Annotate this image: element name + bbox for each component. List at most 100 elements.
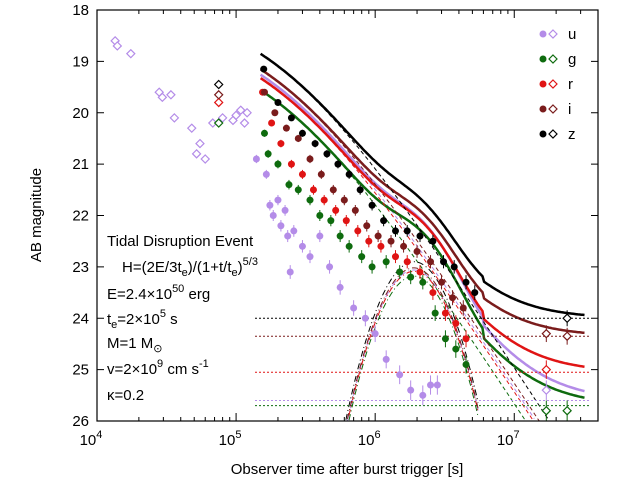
point-u bbox=[350, 304, 358, 312]
annotation-te: te=2×105 s bbox=[107, 308, 178, 331]
point-u bbox=[284, 232, 292, 240]
point-u bbox=[290, 227, 298, 235]
point-g bbox=[316, 212, 324, 219]
point-u bbox=[235, 105, 246, 116]
point-u bbox=[157, 92, 168, 103]
legend-dot-i bbox=[539, 105, 547, 113]
point-u bbox=[407, 386, 415, 394]
point-u bbox=[274, 196, 282, 204]
legend-label-z: z bbox=[568, 126, 576, 143]
point-r bbox=[391, 253, 399, 261]
point-i bbox=[317, 170, 325, 178]
point-i bbox=[413, 247, 421, 255]
point-u bbox=[541, 385, 552, 396]
point-u bbox=[361, 314, 369, 322]
point-g bbox=[358, 253, 366, 261]
point-g bbox=[294, 186, 302, 194]
point-r bbox=[268, 119, 276, 127]
point-r bbox=[309, 186, 317, 194]
point-g bbox=[274, 160, 282, 168]
point-u bbox=[269, 212, 277, 219]
point-z bbox=[450, 263, 458, 271]
annotation-energy: E=2.4×1050 erg bbox=[107, 283, 210, 303]
point-i bbox=[294, 134, 302, 142]
legend-diamond-g bbox=[548, 54, 558, 64]
legend-label-g: g bbox=[568, 51, 576, 68]
point-u bbox=[281, 206, 289, 214]
point-u bbox=[427, 381, 435, 389]
legend-dot-u bbox=[539, 30, 547, 38]
bump-component-r bbox=[348, 270, 479, 416]
point-u bbox=[112, 41, 123, 51]
point-z bbox=[334, 160, 342, 168]
annotation: Tidal Disruption Event H=(2E/3te)/(1+t/t… bbox=[107, 233, 258, 404]
point-r bbox=[365, 237, 373, 245]
point-g bbox=[562, 405, 572, 416]
point-i bbox=[340, 196, 348, 204]
point-i bbox=[438, 278, 446, 286]
point-u bbox=[231, 110, 241, 121]
point-r bbox=[441, 309, 449, 317]
point-z bbox=[380, 217, 388, 225]
point-z bbox=[368, 201, 376, 209]
point-u bbox=[286, 268, 294, 276]
point-u bbox=[382, 355, 390, 363]
point-u bbox=[125, 48, 136, 59]
point-i bbox=[459, 304, 467, 312]
legend-diamond-u bbox=[548, 29, 558, 39]
point-z bbox=[416, 232, 424, 240]
legend-label-r: r bbox=[568, 76, 573, 93]
point-i bbox=[387, 237, 395, 245]
point-i bbox=[213, 89, 224, 100]
point-u bbox=[396, 371, 404, 379]
point-u bbox=[169, 113, 180, 123]
point-z bbox=[562, 313, 572, 324]
x-tick-label: 106 bbox=[358, 429, 381, 449]
y-tick-label: 25 bbox=[72, 362, 89, 379]
point-g bbox=[345, 242, 353, 250]
point-r bbox=[213, 97, 224, 108]
point-u bbox=[419, 391, 427, 399]
point-g bbox=[260, 129, 268, 137]
point-z bbox=[311, 140, 319, 148]
bump-component-u bbox=[346, 269, 479, 422]
point-u bbox=[433, 381, 441, 389]
point-g bbox=[368, 263, 376, 271]
point-u bbox=[217, 113, 228, 123]
legend-label-u: u bbox=[568, 26, 576, 43]
annotation-kappa: κ=0.2 bbox=[107, 387, 144, 404]
point-i bbox=[363, 222, 371, 230]
y-axis-label: AB magnitude bbox=[28, 168, 45, 262]
legend-diamond-r bbox=[548, 79, 558, 89]
point-z bbox=[356, 186, 364, 194]
point-u bbox=[200, 154, 211, 164]
point-i bbox=[260, 88, 268, 96]
point-u bbox=[166, 89, 176, 100]
point-r bbox=[462, 335, 470, 343]
point-z bbox=[403, 227, 411, 235]
legend-dot-g bbox=[539, 55, 547, 63]
point-u bbox=[277, 222, 285, 230]
point-u bbox=[252, 155, 260, 163]
point-z bbox=[260, 65, 268, 73]
point-i bbox=[427, 258, 435, 266]
point-g bbox=[541, 405, 552, 416]
point-r bbox=[332, 206, 340, 214]
point-r bbox=[277, 140, 285, 148]
point-z bbox=[462, 278, 470, 286]
y-tick-label: 24 bbox=[72, 310, 89, 327]
data-points bbox=[110, 35, 572, 421]
point-i bbox=[562, 331, 572, 342]
point-r bbox=[287, 160, 295, 168]
total-model-r bbox=[259, 77, 585, 368]
legend-label-i: i bbox=[568, 101, 571, 118]
point-g bbox=[382, 258, 390, 266]
point-z bbox=[298, 129, 306, 137]
point-u bbox=[195, 138, 205, 149]
x-tick-label: 104 bbox=[80, 429, 103, 449]
legend-dot-z bbox=[539, 130, 547, 138]
point-z bbox=[323, 150, 331, 158]
